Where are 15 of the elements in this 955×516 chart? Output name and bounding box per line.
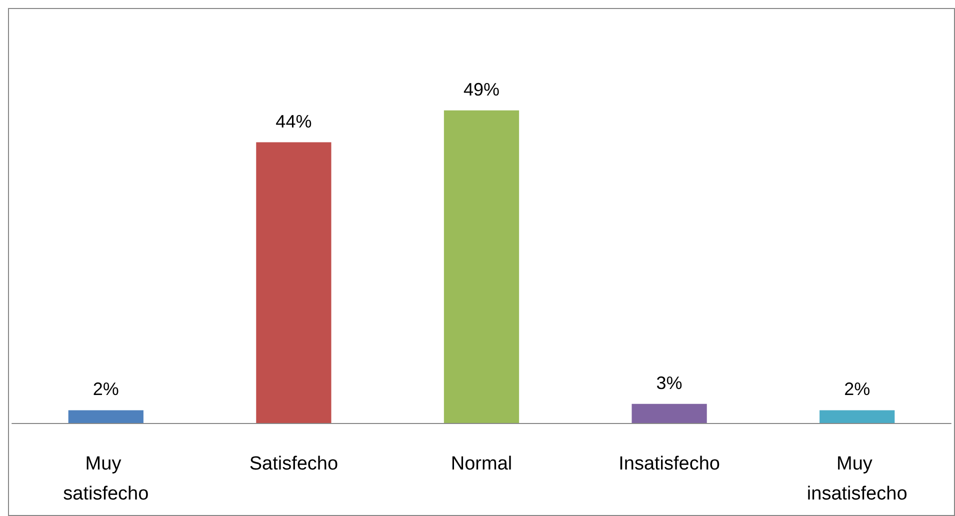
x-tick-label: Insatisfecho bbox=[618, 454, 720, 474]
bar bbox=[632, 404, 707, 423]
data-label: 2% bbox=[92, 379, 119, 400]
bar bbox=[820, 410, 895, 423]
data-label: 49% bbox=[463, 79, 500, 100]
x-tick-label: Muy insatisfecho bbox=[806, 454, 908, 504]
bar bbox=[68, 410, 144, 423]
data-label: 3% bbox=[656, 372, 682, 393]
bar bbox=[256, 142, 332, 423]
x-tick-label: Satisfecho bbox=[249, 454, 338, 474]
x-tick-label: Muy satisfecho bbox=[63, 454, 149, 504]
bar bbox=[444, 110, 520, 423]
data-label: 2% bbox=[844, 379, 870, 400]
x-tick-label: Normal bbox=[450, 454, 512, 474]
data-label: 44% bbox=[276, 111, 312, 132]
